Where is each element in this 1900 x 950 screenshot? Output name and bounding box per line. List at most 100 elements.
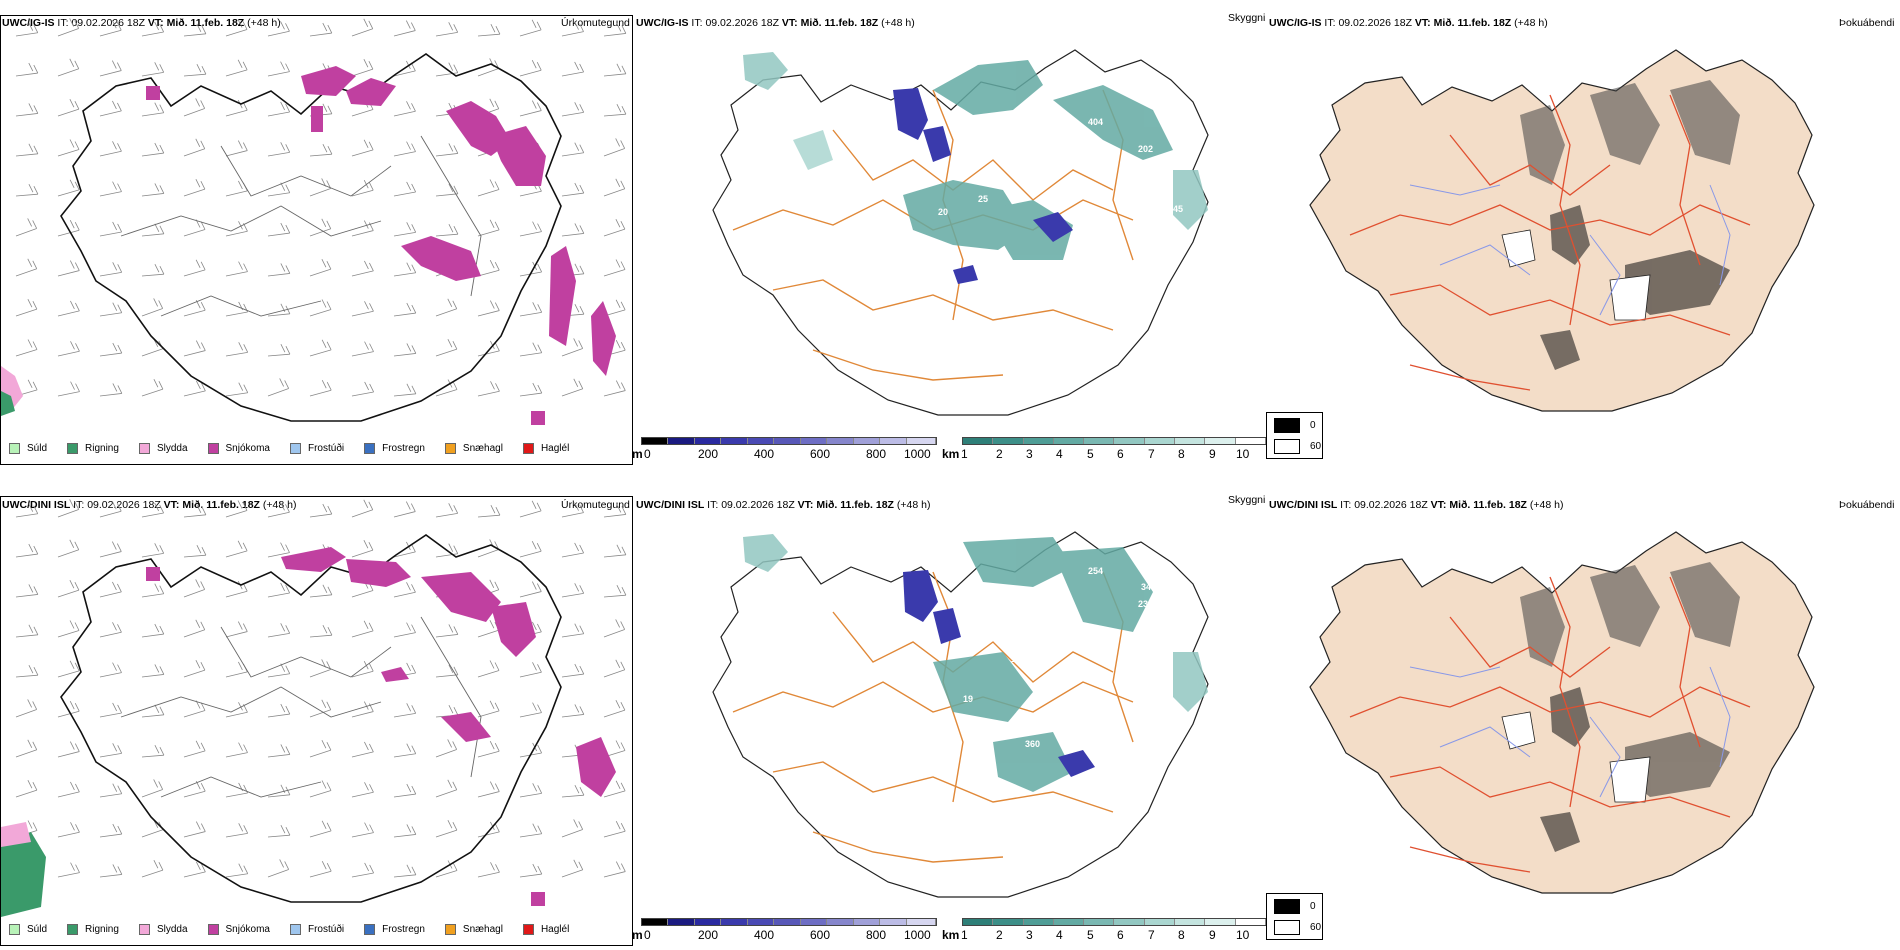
colorbar-blocks <box>962 437 1267 445</box>
wind-barb <box>57 220 80 237</box>
wind-barb <box>225 261 248 277</box>
roads-red <box>1349 576 1751 873</box>
wind-barb <box>183 98 206 117</box>
fog-index-map[interactable] <box>1290 517 1870 917</box>
wind-barb <box>141 223 165 237</box>
colorbar-label: 4 <box>1056 447 1063 461</box>
wind-barb <box>99 662 122 678</box>
wind-barb <box>435 819 458 838</box>
it-label: IT: <box>1324 17 1336 29</box>
wind-barb <box>561 142 585 157</box>
wind-barb <box>99 743 123 758</box>
wind-barb <box>183 23 207 37</box>
legend-label: 60 <box>1310 922 1322 933</box>
wind-barb <box>561 223 585 237</box>
legend-swatch <box>289 923 301 935</box>
wind-barb <box>267 61 290 77</box>
wind-barb <box>393 783 417 798</box>
colorbar-step <box>747 438 775 444</box>
wind-barb <box>309 699 332 718</box>
panel-header: UWC/IG-IS IT: 09.02.2026 18Z VT: Mið. 11… <box>1269 17 1548 30</box>
fog-index-legend: 0 60 <box>1266 412 1323 459</box>
wind-barb <box>561 182 585 197</box>
panel-title: Úrkomutegund <box>561 499 630 511</box>
visibility-map[interactable]: 254 34 23 35 16 140 360 118 19 23 <box>633 512 1265 917</box>
wind-barb <box>561 859 584 878</box>
wind-barb <box>603 861 626 878</box>
colorbar-label: 0 <box>644 928 651 942</box>
wind-barb <box>267 703 291 718</box>
vis-label: 80 <box>1093 147 1103 157</box>
colorbar-label: 1000 <box>904 928 931 942</box>
wind-barb <box>183 340 206 357</box>
wind-barb <box>183 659 206 678</box>
wind-barb <box>309 820 332 838</box>
legend-swatch <box>1274 418 1300 433</box>
wind-barb <box>561 21 584 37</box>
vis-label: 20 <box>938 207 948 217</box>
wind-barb <box>183 619 206 638</box>
wind-barb <box>225 540 248 558</box>
fog-legend-item: 60 <box>1274 920 1321 935</box>
wind-barb <box>225 19 248 37</box>
panel-title: Skyggni <box>1228 494 1266 506</box>
wind-barb <box>15 62 39 77</box>
wind-barb <box>99 302 123 317</box>
wind-barb <box>15 503 39 518</box>
fog-shading <box>1520 562 1740 852</box>
precip-type-legend: Súld Rigning Slydda Snjókoma Frostúði Fr… <box>1 918 569 940</box>
legend-label: Frostregn <box>382 923 425 935</box>
wind-barb <box>519 702 542 718</box>
cloud-base-colorbar: m 0 200 400 600 800 1000 <box>632 437 937 461</box>
wind-barb <box>519 221 542 237</box>
colorbar-label: 200 <box>698 447 719 461</box>
colorbar-label: 5 <box>1087 447 1094 461</box>
wind-barb <box>477 660 500 678</box>
wind-barb <box>603 780 626 798</box>
legend-label: Súld <box>27 923 48 935</box>
wind-barb <box>435 22 459 37</box>
wind-barb <box>57 260 80 277</box>
wind-barb <box>267 101 290 117</box>
wind-barb <box>15 339 38 357</box>
wind-barb <box>141 142 165 157</box>
model-name: UWC/DINI ISL <box>2 499 71 511</box>
wind-barb <box>351 782 374 798</box>
visibility-map[interactable]: 404 202 80 30 45 27 20 25 70 886 367 149… <box>633 30 1265 435</box>
precip-type-map[interactable] <box>0 15 633 465</box>
panel-header: UWC/IG-IS IT: 09.02.2026 18Z VT: Mið. 11… <box>636 17 915 30</box>
wind-barb <box>477 862 500 878</box>
wind-barb <box>99 181 122 197</box>
wind-barb <box>477 219 500 237</box>
colorbar-step <box>906 919 936 925</box>
colorbar-step <box>668 919 695 925</box>
wind-barb <box>351 499 374 518</box>
wind-barb <box>603 659 626 678</box>
it-value: 09.02.2026 18Z <box>705 17 779 29</box>
wind-barb <box>561 102 585 117</box>
legend-swatch <box>1274 920 1300 935</box>
legend-swatch <box>364 923 376 935</box>
legend-item-snaehagl: Snæhagl <box>444 923 503 935</box>
glaciers-white <box>1501 711 1651 803</box>
wind-barb <box>351 341 374 357</box>
it-label: IT: <box>73 499 85 511</box>
wind-barb <box>225 342 249 357</box>
wind-barb <box>15 103 39 117</box>
vis-label: 45 <box>1173 204 1183 214</box>
wind-barb <box>183 138 206 157</box>
precip-type-map[interactable] <box>0 496 633 946</box>
wind-barb <box>561 583 585 598</box>
wind-barb <box>141 704 165 718</box>
vis-label: 47 <box>1080 264 1090 274</box>
panel-header: UWC/IG-IS IT: 09.02.2026 18Z VT: Mið. 11… <box>2 17 281 30</box>
visibility-colorbar: km 1 2 3 4 5 6 7 8 9 10 <box>942 918 1267 942</box>
wind-barb <box>393 501 416 518</box>
rivers-blue <box>1409 666 1731 798</box>
vis-label: 30 <box>1128 164 1138 174</box>
wind-barb <box>141 378 164 397</box>
colorbar-step <box>774 438 801 444</box>
fog-index-map[interactable] <box>1290 35 1870 435</box>
wind-barb <box>183 178 206 197</box>
vt-value: Mið. 11.feb. 18Z <box>1433 17 1512 29</box>
